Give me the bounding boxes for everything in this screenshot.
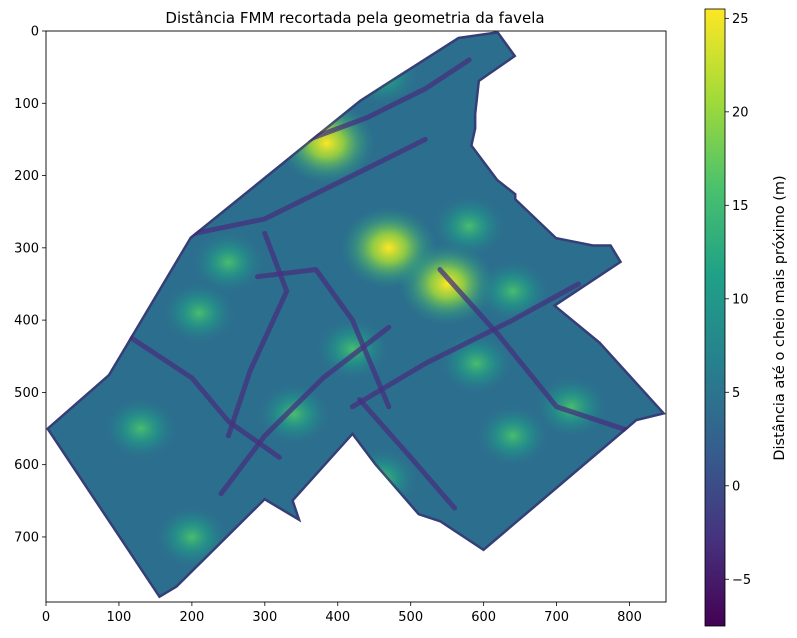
y-tick-label: 500 xyxy=(14,386,39,401)
colorbar-label: Distância até o cheio mais próximo (m) xyxy=(772,175,788,460)
street-6 xyxy=(357,397,457,511)
y-tick-label: 600 xyxy=(14,458,39,473)
y-tick-label: 300 xyxy=(14,241,39,256)
street-7 xyxy=(437,267,647,439)
colorbar xyxy=(704,8,726,627)
heatmap-layer xyxy=(46,31,666,599)
street-8 xyxy=(306,57,472,142)
x-tick-label: 400 xyxy=(325,610,350,625)
hotspot-6 xyxy=(535,376,608,438)
hotspot-14 xyxy=(433,195,506,257)
hotspot-12 xyxy=(192,231,265,293)
hotspot-3 xyxy=(476,260,549,322)
street-2 xyxy=(255,267,392,410)
colorbar-tick-label: 15 xyxy=(732,199,749,214)
x-tick-label: 500 xyxy=(398,610,423,625)
x-tick-label: 100 xyxy=(107,610,132,625)
x-tick-label: 200 xyxy=(179,610,204,625)
y-tick-label: 200 xyxy=(14,169,39,184)
x-tick-label: 700 xyxy=(544,610,569,625)
region-edge xyxy=(46,31,666,599)
street-3 xyxy=(218,324,392,497)
x-axis: 0 100 200 300 400 500 600 700 800 xyxy=(42,602,642,625)
colorbar-tick-label: 25 xyxy=(732,12,749,27)
colorbar-tick-label: 0 xyxy=(732,479,740,494)
colorbar-tick-label: 20 xyxy=(732,105,749,120)
colorbar-ticks: −5 0 5 10 15 20 25 xyxy=(725,12,751,588)
chart-title: Distância FMM recortada pela geometria d… xyxy=(165,9,544,27)
x-tick-label: 600 xyxy=(471,610,496,625)
hotspot-10 xyxy=(476,405,549,467)
y-tick-label: 700 xyxy=(14,530,39,545)
hotspot-7 xyxy=(316,318,389,380)
y-tick-label: 400 xyxy=(14,314,39,329)
x-tick-label: 300 xyxy=(252,610,277,625)
hotspot-4 xyxy=(163,282,236,344)
hotspot-13 xyxy=(258,383,330,445)
colorbar-tick-label: −5 xyxy=(732,573,751,588)
y-tick-label: 100 xyxy=(14,97,39,112)
y-tick-label: 0 xyxy=(31,25,39,40)
x-tick-label: 0 xyxy=(42,610,50,625)
y-axis: 0 100 200 300 400 500 600 700 xyxy=(14,25,46,545)
colorbar-tick-label: 10 xyxy=(732,292,749,307)
street-4 xyxy=(349,281,581,410)
street-0 xyxy=(123,332,282,460)
street-1 xyxy=(156,136,428,244)
colorbar-tick-label: 5 xyxy=(732,386,740,401)
hotspot-5 xyxy=(104,397,177,460)
street-5 xyxy=(225,230,290,439)
x-tick-label: 800 xyxy=(617,610,642,625)
